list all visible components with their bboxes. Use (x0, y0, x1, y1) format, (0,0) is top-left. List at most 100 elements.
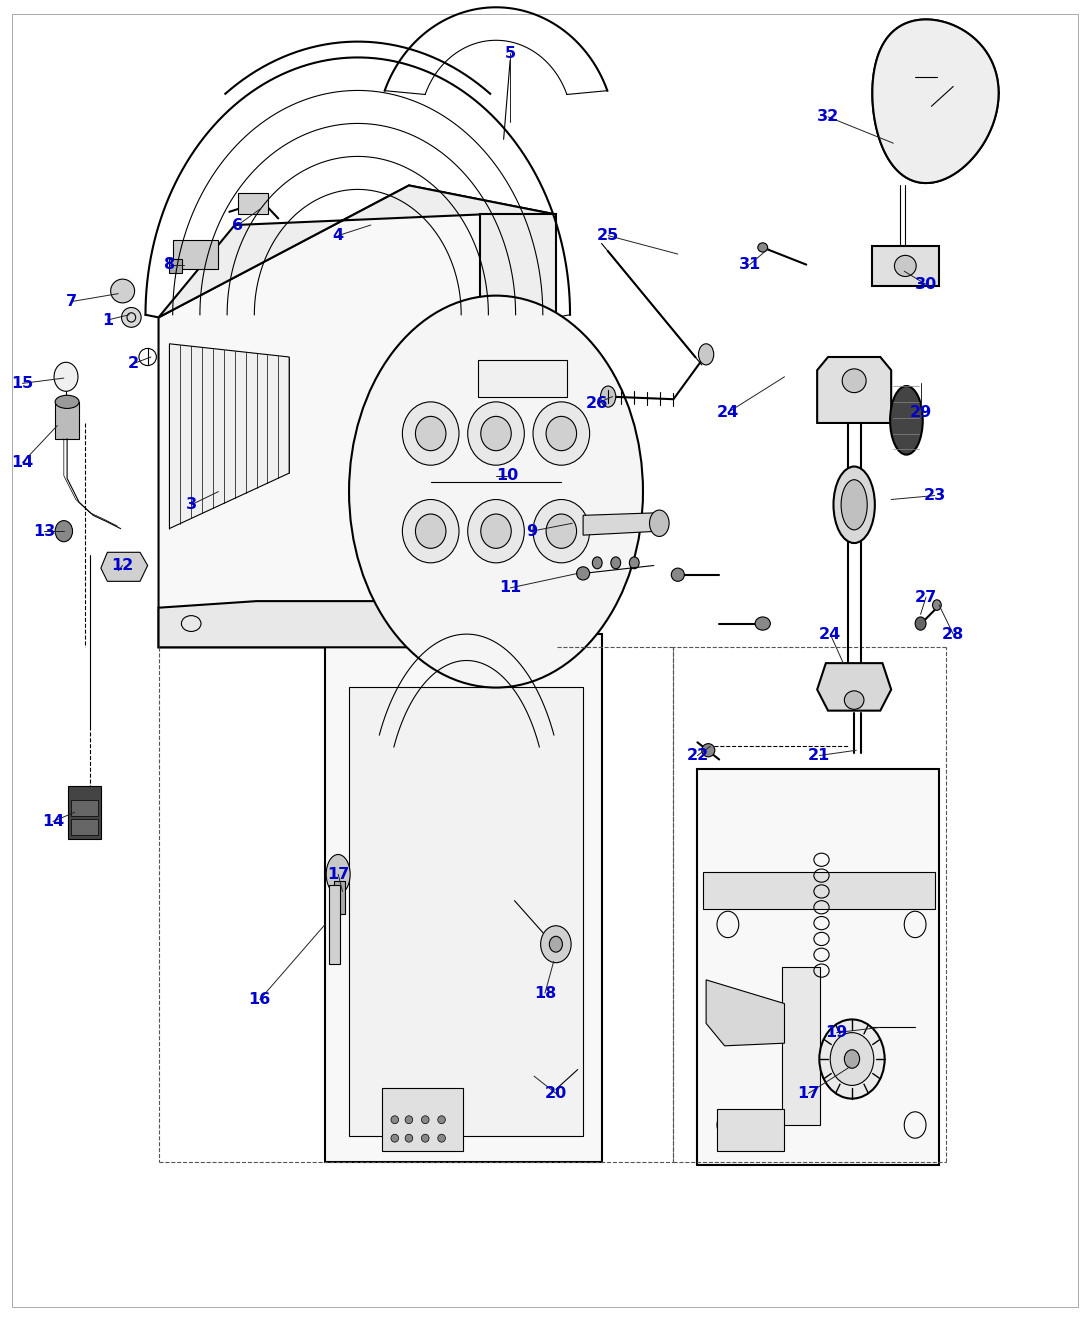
Ellipse shape (438, 1135, 446, 1143)
Ellipse shape (650, 510, 669, 536)
Text: 6: 6 (232, 218, 243, 232)
Text: 14: 14 (41, 814, 64, 830)
Polygon shape (169, 343, 289, 528)
Text: 1: 1 (101, 313, 113, 328)
Text: 18: 18 (534, 985, 556, 1000)
Ellipse shape (415, 416, 446, 450)
Text: 20: 20 (545, 1086, 567, 1100)
Ellipse shape (402, 499, 459, 563)
Ellipse shape (699, 343, 714, 365)
Polygon shape (872, 20, 998, 184)
Ellipse shape (56, 395, 80, 408)
Polygon shape (480, 214, 556, 317)
Ellipse shape (916, 617, 926, 630)
Polygon shape (158, 185, 556, 317)
Bar (477, 359, 567, 396)
Bar (169, 259, 182, 272)
Text: 5: 5 (505, 46, 516, 61)
Ellipse shape (671, 568, 685, 581)
Bar (783, 967, 821, 1125)
Polygon shape (101, 552, 147, 581)
Ellipse shape (629, 557, 639, 569)
Bar (334, 881, 344, 914)
Ellipse shape (533, 499, 590, 563)
Polygon shape (717, 1110, 785, 1152)
Ellipse shape (834, 466, 875, 543)
Text: 2: 2 (128, 357, 140, 371)
Bar (172, 239, 218, 268)
Text: 31: 31 (739, 258, 761, 272)
Text: 22: 22 (687, 748, 709, 764)
Ellipse shape (820, 1020, 885, 1099)
Ellipse shape (533, 402, 590, 465)
Text: 4: 4 (332, 229, 343, 243)
Polygon shape (349, 687, 583, 1136)
Text: 17: 17 (797, 1086, 820, 1100)
Ellipse shape (891, 386, 923, 454)
Text: 29: 29 (909, 406, 932, 420)
Text: 9: 9 (526, 523, 537, 539)
Text: 25: 25 (597, 229, 619, 243)
Polygon shape (818, 663, 892, 711)
Ellipse shape (577, 567, 590, 580)
Polygon shape (698, 769, 940, 1165)
Polygon shape (706, 980, 785, 1046)
Ellipse shape (610, 557, 620, 569)
Text: 24: 24 (819, 626, 841, 642)
Text: 11: 11 (499, 580, 521, 596)
Ellipse shape (592, 557, 602, 569)
Text: 15: 15 (11, 376, 34, 391)
Bar (382, 1089, 463, 1152)
Ellipse shape (415, 514, 446, 548)
Ellipse shape (468, 499, 524, 563)
Text: 12: 12 (111, 557, 134, 573)
Ellipse shape (546, 416, 577, 450)
Text: 27: 27 (915, 589, 937, 605)
Text: 28: 28 (942, 626, 965, 642)
Text: 14: 14 (11, 454, 34, 470)
Polygon shape (703, 872, 935, 909)
Text: 26: 26 (586, 396, 608, 411)
Ellipse shape (422, 1135, 429, 1143)
Polygon shape (818, 357, 892, 423)
Ellipse shape (755, 617, 771, 630)
Bar (329, 885, 340, 964)
Bar (238, 193, 268, 214)
Ellipse shape (326, 855, 350, 894)
Ellipse shape (895, 255, 917, 276)
Polygon shape (158, 185, 556, 647)
Text: 19: 19 (825, 1025, 848, 1040)
Text: 3: 3 (185, 497, 197, 513)
Bar (56, 402, 80, 439)
Ellipse shape (601, 386, 616, 407)
Ellipse shape (481, 416, 511, 450)
Ellipse shape (758, 243, 767, 252)
Text: 23: 23 (923, 487, 946, 503)
Ellipse shape (391, 1135, 399, 1143)
Text: 17: 17 (327, 867, 349, 882)
Ellipse shape (546, 514, 577, 548)
Ellipse shape (405, 1116, 413, 1124)
Ellipse shape (843, 369, 867, 392)
Ellipse shape (391, 1116, 399, 1124)
Text: 30: 30 (915, 277, 937, 292)
Ellipse shape (468, 402, 524, 465)
Polygon shape (158, 601, 556, 647)
Ellipse shape (831, 1033, 874, 1086)
Polygon shape (583, 513, 659, 535)
Text: 7: 7 (65, 295, 77, 309)
Ellipse shape (111, 279, 134, 303)
Bar (872, 246, 940, 285)
Polygon shape (325, 634, 602, 1162)
Ellipse shape (54, 362, 78, 391)
Ellipse shape (845, 1050, 860, 1069)
Ellipse shape (121, 308, 141, 328)
Ellipse shape (481, 514, 511, 548)
Ellipse shape (845, 691, 864, 709)
Ellipse shape (541, 926, 571, 963)
Bar (72, 819, 98, 835)
Ellipse shape (402, 402, 459, 465)
Text: 16: 16 (249, 992, 271, 1007)
Text: 24: 24 (717, 406, 739, 420)
Ellipse shape (549, 937, 562, 952)
